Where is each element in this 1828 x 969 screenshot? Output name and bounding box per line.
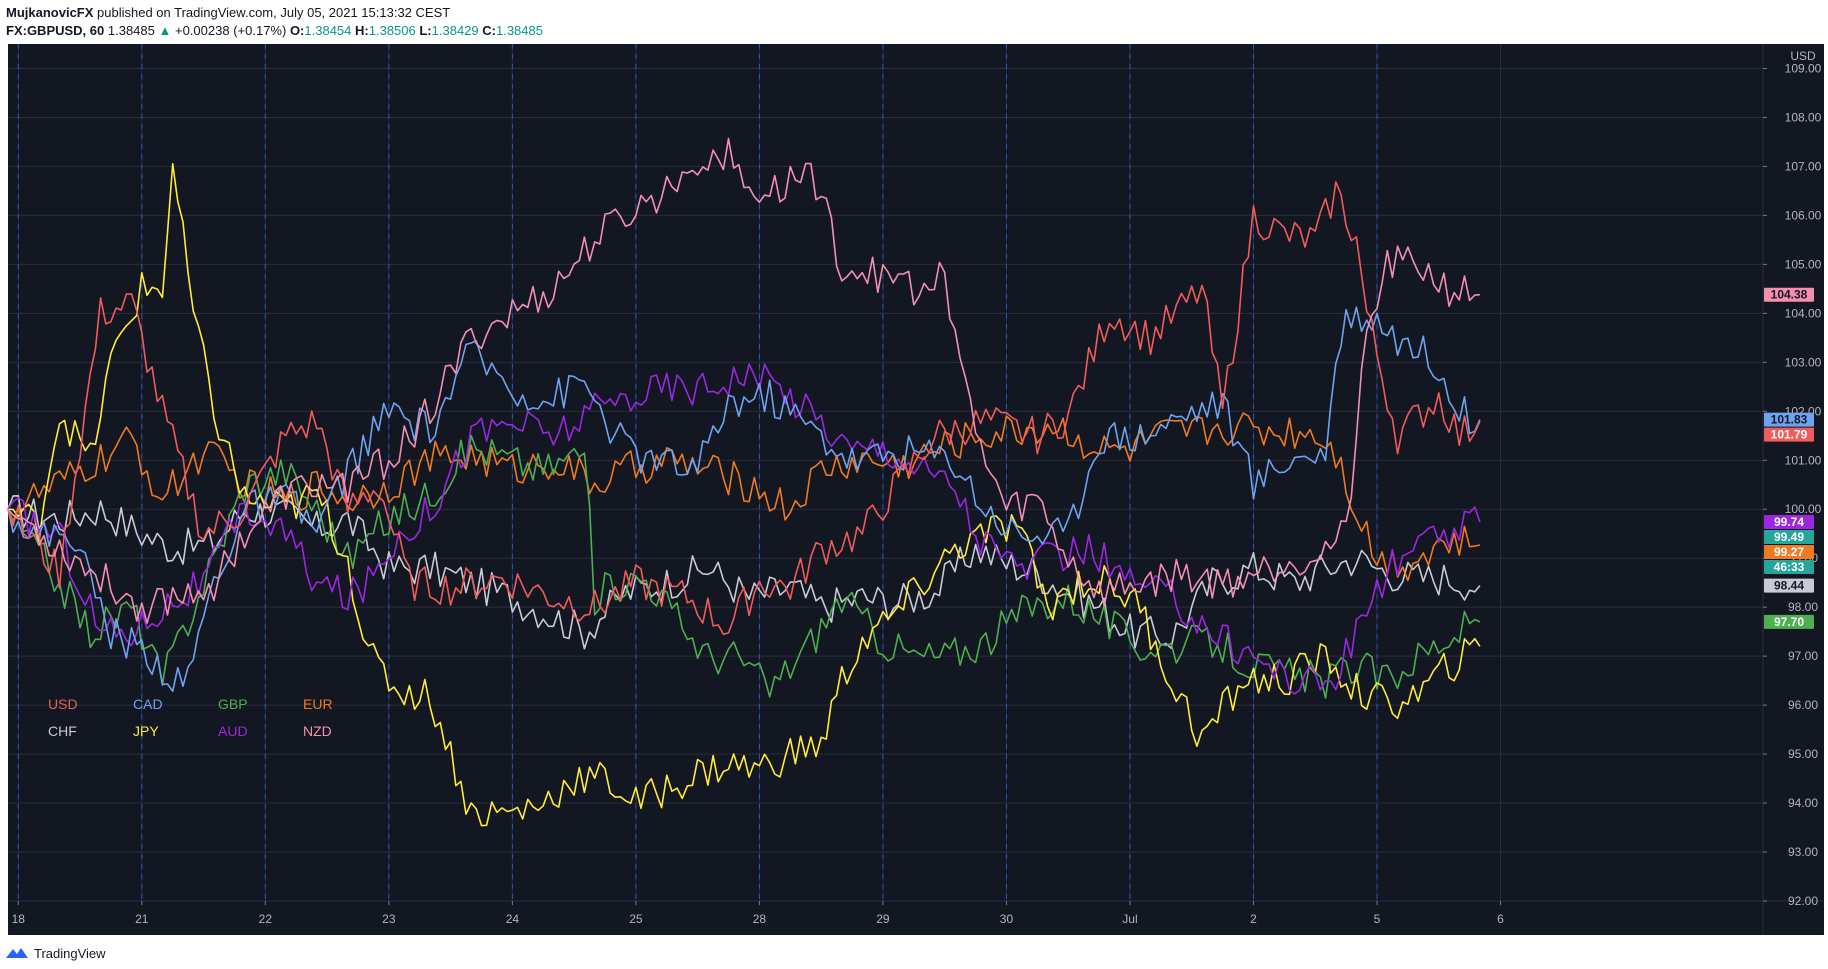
close-label: C: bbox=[482, 23, 496, 38]
x-tick-label: 22 bbox=[259, 912, 273, 926]
price-tag-label: 101.83 bbox=[1771, 413, 1808, 427]
price-tag-nzd bbox=[1764, 287, 1814, 302]
price-tag-cad bbox=[1764, 412, 1814, 427]
series-line-usd[interactable] bbox=[7, 181, 1481, 636]
y-tick-label: 108.00 bbox=[1785, 110, 1822, 124]
y-tick-label: 109.00 bbox=[1785, 61, 1822, 75]
legend-item-eur: EUR bbox=[303, 696, 333, 712]
high-value: 1.38506 bbox=[368, 23, 416, 38]
price-tag-label: 98.44 bbox=[1774, 579, 1804, 593]
plot-background[interactable] bbox=[8, 44, 1763, 901]
price-tag-eur bbox=[1764, 544, 1814, 559]
y-tick-label: 105.00 bbox=[1785, 257, 1822, 271]
footer-bar: TradingView bbox=[6, 941, 106, 965]
open-label: O: bbox=[289, 23, 305, 38]
y-tick-label: 103.00 bbox=[1785, 355, 1822, 369]
y-tick-label: 101.00 bbox=[1785, 453, 1822, 467]
x-tick-label: 30 bbox=[1000, 912, 1014, 926]
legend-item-cad: CAD bbox=[133, 696, 163, 712]
y-tick-label: 98.00 bbox=[1788, 600, 1818, 614]
x-tick-label: 29 bbox=[876, 912, 890, 926]
price-tag-aud bbox=[1764, 514, 1814, 529]
series-line-nzd[interactable] bbox=[7, 137, 1480, 624]
footer-brand[interactable]: TradingView bbox=[34, 945, 106, 961]
chart-header: MujkanovicFX published on TradingView.co… bbox=[6, 4, 1816, 42]
legend-item-gbp: GBP bbox=[218, 696, 248, 712]
publish-line: MujkanovicFX published on TradingView.co… bbox=[6, 4, 1816, 22]
low-label: L: bbox=[419, 23, 432, 38]
x-tick-label: Jul bbox=[1122, 912, 1137, 926]
legend-item-nzd: NZD bbox=[303, 723, 332, 739]
y-tick-label: 106.00 bbox=[1785, 208, 1822, 222]
ohlc-line: FX:GBPUSD, 60 1.38485 ▲ +0.00238 (+0.17%… bbox=[6, 22, 1816, 40]
author-name[interactable]: MujkanovicFX bbox=[6, 5, 94, 20]
y-tick-label: 93.00 bbox=[1788, 845, 1818, 859]
tradingview-logo-icon[interactable] bbox=[6, 946, 28, 960]
low-value: 1.38429 bbox=[431, 23, 479, 38]
series-line-aud[interactable] bbox=[7, 363, 1481, 695]
y-tick-label: 95.00 bbox=[1788, 747, 1818, 761]
series-line-jpy[interactable] bbox=[7, 163, 1481, 827]
price-tag-usd bbox=[1764, 427, 1814, 442]
x-tick-label: 6 bbox=[1497, 912, 1504, 926]
high-label: H: bbox=[355, 23, 369, 38]
price-tag-label: 99.27 bbox=[1774, 545, 1804, 559]
series-line-eur[interactable] bbox=[7, 412, 1481, 582]
price-tag-label: 46:33 bbox=[1774, 560, 1805, 574]
price-tag-chf bbox=[1764, 578, 1814, 593]
change-arrow-icon: ▲ bbox=[158, 23, 172, 38]
x-tick-label: 25 bbox=[629, 912, 643, 926]
y-tick-label: 94.00 bbox=[1788, 796, 1818, 810]
x-tick-label: 2 bbox=[1250, 912, 1257, 926]
publish-info: published on TradingView.com, July 05, 2… bbox=[93, 5, 451, 20]
price-change: +0.00238 (+0.17%) bbox=[175, 23, 287, 38]
price-tag-label: 99.74 bbox=[1774, 515, 1804, 529]
legend-item-aud: AUD bbox=[218, 723, 248, 739]
y-tick-label: 107.00 bbox=[1785, 159, 1822, 173]
x-tick-label: 28 bbox=[753, 912, 767, 926]
x-tick-label: 24 bbox=[506, 912, 520, 926]
y-tick-label: 104.00 bbox=[1785, 306, 1822, 320]
series-line-gbp[interactable] bbox=[7, 434, 1481, 699]
last-price: 1.38485 bbox=[107, 23, 155, 38]
price-tag-gbp bbox=[1764, 529, 1814, 544]
y-tick-label: 92.00 bbox=[1788, 894, 1818, 908]
x-tick-label: 18 bbox=[12, 912, 26, 926]
legend-item-usd: USD bbox=[48, 696, 78, 712]
symbol-label[interactable]: FX:GBPUSD, 60 bbox=[6, 23, 105, 38]
x-tick-label: 5 bbox=[1374, 912, 1381, 926]
price-tag-label: 99.49 bbox=[1774, 530, 1804, 544]
x-tick-label: 21 bbox=[135, 912, 149, 926]
currency-label: USD bbox=[1790, 49, 1816, 63]
series-line-cad[interactable] bbox=[7, 306, 1481, 692]
price-tag-label: 97.70 bbox=[1774, 615, 1804, 629]
y-tick-label: 97.00 bbox=[1788, 649, 1818, 663]
price-axis-background[interactable] bbox=[1763, 44, 1824, 901]
price-tag-label: 101.79 bbox=[1771, 428, 1808, 442]
time-axis-background[interactable] bbox=[8, 901, 1824, 935]
price-tag-gbp bbox=[1764, 614, 1814, 629]
open-value: 1.38454 bbox=[304, 23, 352, 38]
close-value: 1.38485 bbox=[495, 23, 543, 38]
x-tick-label: 23 bbox=[382, 912, 396, 926]
y-tick-label: 100.00 bbox=[1785, 502, 1822, 516]
legend-item-jpy: JPY bbox=[133, 723, 159, 739]
y-tick-label: 96.00 bbox=[1788, 698, 1818, 712]
price-tag-label: 104.38 bbox=[1771, 288, 1808, 302]
price-tag-current bbox=[1764, 559, 1814, 574]
legend-item-chf: CHF bbox=[48, 723, 77, 739]
